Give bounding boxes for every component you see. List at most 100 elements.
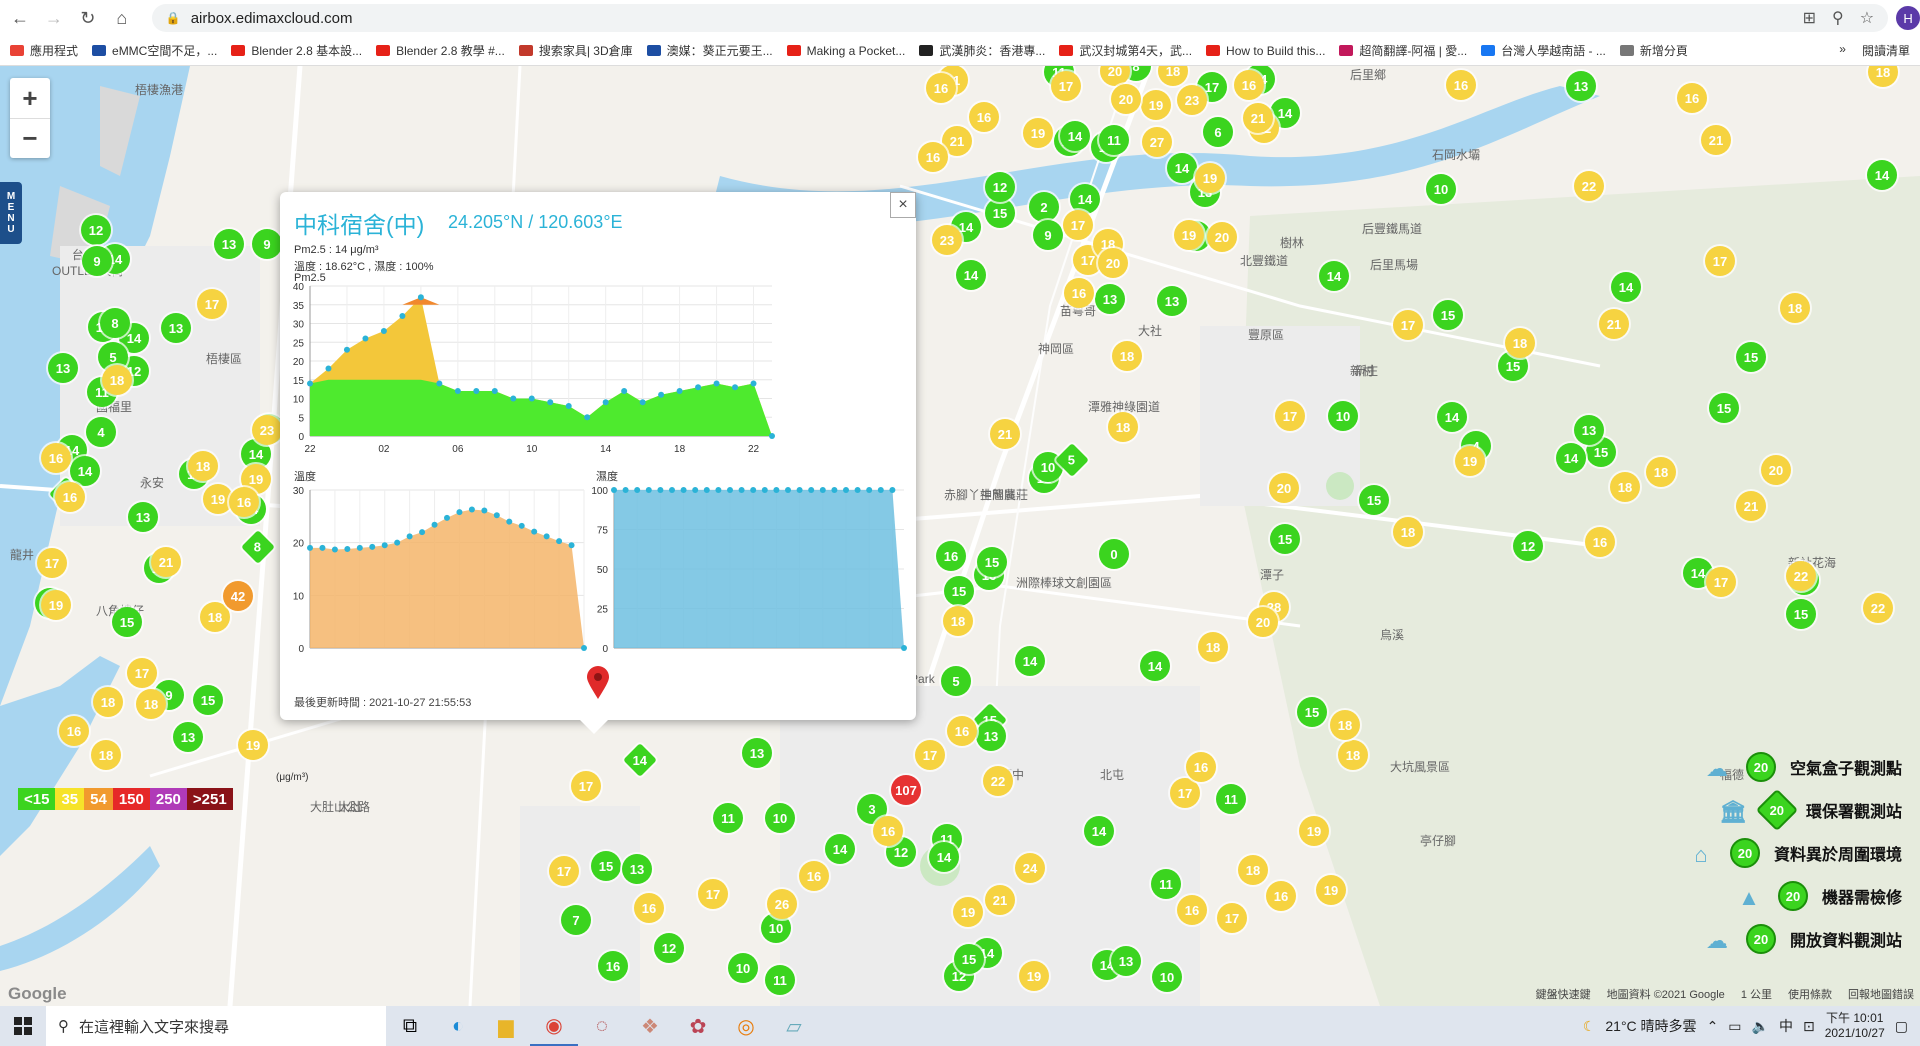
zoom-in-button[interactable]: + bbox=[22, 82, 38, 113]
station-marker[interactable]: 18 bbox=[1393, 517, 1423, 547]
station-marker[interactable]: 17 bbox=[37, 548, 67, 578]
reading-list-button[interactable]: 閱讀清單 bbox=[1861, 44, 1910, 58]
station-marker[interactable]: 19 bbox=[203, 484, 233, 514]
shortcuts-link[interactable]: 鍵盤快速鍵 bbox=[1535, 989, 1591, 1001]
station-marker[interactable]: 21 bbox=[990, 419, 1020, 449]
station-marker[interactable]: 13 bbox=[742, 738, 772, 768]
station-marker[interactable]: 16 bbox=[947, 716, 977, 746]
station-marker[interactable]: 15 bbox=[1297, 697, 1327, 727]
back-icon[interactable]: ← bbox=[10, 7, 29, 28]
station-marker[interactable]: 13 bbox=[214, 229, 244, 259]
file-explorer-icon[interactable]: ▆ bbox=[498, 1015, 514, 1038]
station-marker[interactable]: 7 bbox=[561, 905, 591, 935]
station-marker[interactable]: 19 bbox=[238, 730, 268, 760]
station-marker[interactable]: 19 bbox=[1316, 875, 1346, 905]
station-marker[interactable]: 18 bbox=[1238, 855, 1268, 885]
input-mode-icon[interactable]: ⊡ bbox=[1802, 1017, 1815, 1034]
bookmark-star-icon[interactable]: ☆ bbox=[1859, 10, 1875, 27]
station-marker[interactable]: 12 bbox=[985, 172, 1015, 202]
station-marker[interactable]: 42 bbox=[223, 581, 253, 611]
station-marker[interactable]: 21 bbox=[1599, 309, 1629, 339]
station-marker[interactable]: 21 bbox=[1701, 125, 1731, 155]
station-marker[interactable]: 17 bbox=[571, 771, 601, 801]
station-marker[interactable]: 16 bbox=[969, 102, 999, 132]
bookmark-item[interactable]: 台灣人學越南語 - ... bbox=[1481, 42, 1606, 59]
bookmark-item[interactable]: 新增分頁 bbox=[1619, 42, 1688, 59]
station-marker[interactable]: 10 bbox=[765, 803, 795, 833]
station-marker[interactable]: 14 bbox=[1867, 160, 1897, 190]
station-marker[interactable]: 12 bbox=[81, 215, 111, 245]
station-marker[interactable]: 18 bbox=[1198, 632, 1228, 662]
station-marker[interactable]: 19 bbox=[1023, 118, 1053, 148]
station-marker[interactable]: 18 bbox=[1505, 328, 1535, 358]
station-marker[interactable]: 13 bbox=[1111, 946, 1141, 976]
station-marker[interactable]: 16 bbox=[634, 893, 664, 923]
station-marker[interactable]: 14 bbox=[1084, 816, 1114, 846]
station-marker[interactable]: 15 bbox=[1359, 485, 1389, 515]
popup-close-button[interactable]: × bbox=[890, 192, 916, 218]
station-marker[interactable]: 18 bbox=[1108, 412, 1138, 442]
station-marker[interactable]: 12 bbox=[654, 933, 684, 963]
station-marker[interactable]: 17 bbox=[1051, 71, 1081, 101]
station-marker[interactable]: 23 bbox=[932, 225, 962, 255]
station-marker[interactable]: 16 bbox=[918, 142, 948, 172]
station-marker[interactable]: 14 bbox=[1167, 153, 1197, 183]
station-marker[interactable]: 19 bbox=[1299, 816, 1329, 846]
station-marker[interactable]: 18 bbox=[1868, 66, 1898, 87]
translate-icon[interactable]: ⊞ bbox=[1802, 10, 1816, 27]
station-marker[interactable]: 19 bbox=[1141, 90, 1171, 120]
station-marker[interactable]: 23 bbox=[252, 415, 282, 445]
station-marker[interactable]: 11 bbox=[713, 803, 743, 833]
station-marker[interactable]: 11 bbox=[1151, 869, 1181, 899]
station-marker[interactable]: 14 bbox=[1319, 261, 1349, 291]
station-marker[interactable]: 12 bbox=[1513, 531, 1543, 561]
edge-icon[interactable]: ◐ bbox=[451, 1014, 465, 1037]
report-link[interactable]: 回報地圖錯誤 bbox=[1848, 989, 1914, 1001]
bookmark-item[interactable]: Blender 2.8 基本設... bbox=[231, 42, 362, 59]
station-marker[interactable]: 13 bbox=[128, 502, 158, 532]
station-marker[interactable]: 15 bbox=[977, 547, 1007, 577]
notification-icon[interactable]: ▢ bbox=[1894, 1017, 1908, 1034]
station-marker[interactable]: 13 bbox=[161, 313, 191, 343]
station-marker[interactable]: 11 bbox=[1216, 784, 1246, 814]
station-marker[interactable]: 2 bbox=[1029, 192, 1059, 222]
station-marker[interactable]: 14 bbox=[929, 842, 959, 872]
station-marker[interactable]: 0 bbox=[1099, 539, 1129, 569]
station-marker[interactable]: 20 bbox=[1098, 248, 1128, 278]
volume-icon[interactable]: 🔈 bbox=[1751, 1017, 1769, 1034]
station-marker[interactable]: 17 bbox=[1170, 778, 1200, 808]
station-marker[interactable]: 13 bbox=[1566, 71, 1596, 101]
weather-text[interactable]: 21°C 晴時多雲 bbox=[1605, 1018, 1697, 1034]
home-icon[interactable]: ⌂ bbox=[116, 7, 128, 28]
station-marker[interactable]: 16 bbox=[598, 951, 628, 981]
station-marker[interactable]: 13 bbox=[48, 353, 78, 383]
station-marker[interactable]: 18 bbox=[1112, 341, 1142, 371]
station-marker[interactable]: 16 bbox=[55, 482, 85, 512]
url-bar[interactable]: 🔒 airbox.edimaxcloud.com ⊞ ⚲ ☆ bbox=[151, 4, 1889, 32]
reload-icon[interactable]: ↻ bbox=[80, 7, 96, 28]
station-marker[interactable]: 16 bbox=[1266, 881, 1296, 911]
station-marker[interactable]: 16 bbox=[1186, 752, 1216, 782]
station-marker[interactable]: 14 bbox=[956, 260, 986, 290]
station-marker[interactable]: 16 bbox=[41, 443, 71, 473]
station-marker[interactable]: 18 bbox=[1610, 472, 1640, 502]
tray-expand-icon[interactable]: ⌃ bbox=[1706, 1017, 1719, 1034]
bookmark-item[interactable]: eMMC空間不足，... bbox=[92, 42, 217, 59]
station-marker[interactable]: 5 bbox=[941, 666, 971, 696]
terms-link[interactable]: 使用條款 bbox=[1788, 989, 1832, 1001]
station-marker[interactable]: 20 bbox=[1207, 222, 1237, 252]
station-marker[interactable]: 16 bbox=[1234, 70, 1264, 100]
station-marker[interactable]: 17 bbox=[1706, 567, 1736, 597]
station-marker[interactable]: 17 bbox=[1217, 903, 1247, 933]
station-marker[interactable]: 14 bbox=[1556, 443, 1586, 473]
station-marker[interactable]: 22 bbox=[1574, 171, 1604, 201]
station-marker[interactable]: 15 bbox=[1433, 300, 1463, 330]
station-marker[interactable]: 15 bbox=[112, 607, 142, 637]
station-marker[interactable]: 16 bbox=[1177, 895, 1207, 925]
station-marker[interactable]: 15 bbox=[954, 944, 984, 974]
station-marker[interactable]: 6 bbox=[1203, 117, 1233, 147]
chrome-icon[interactable]: ◉ bbox=[530, 1006, 578, 1046]
station-marker[interactable]: 16 bbox=[59, 716, 89, 746]
bookmark-item[interactable]: 搜索家具| 3D倉庫 bbox=[518, 42, 633, 59]
